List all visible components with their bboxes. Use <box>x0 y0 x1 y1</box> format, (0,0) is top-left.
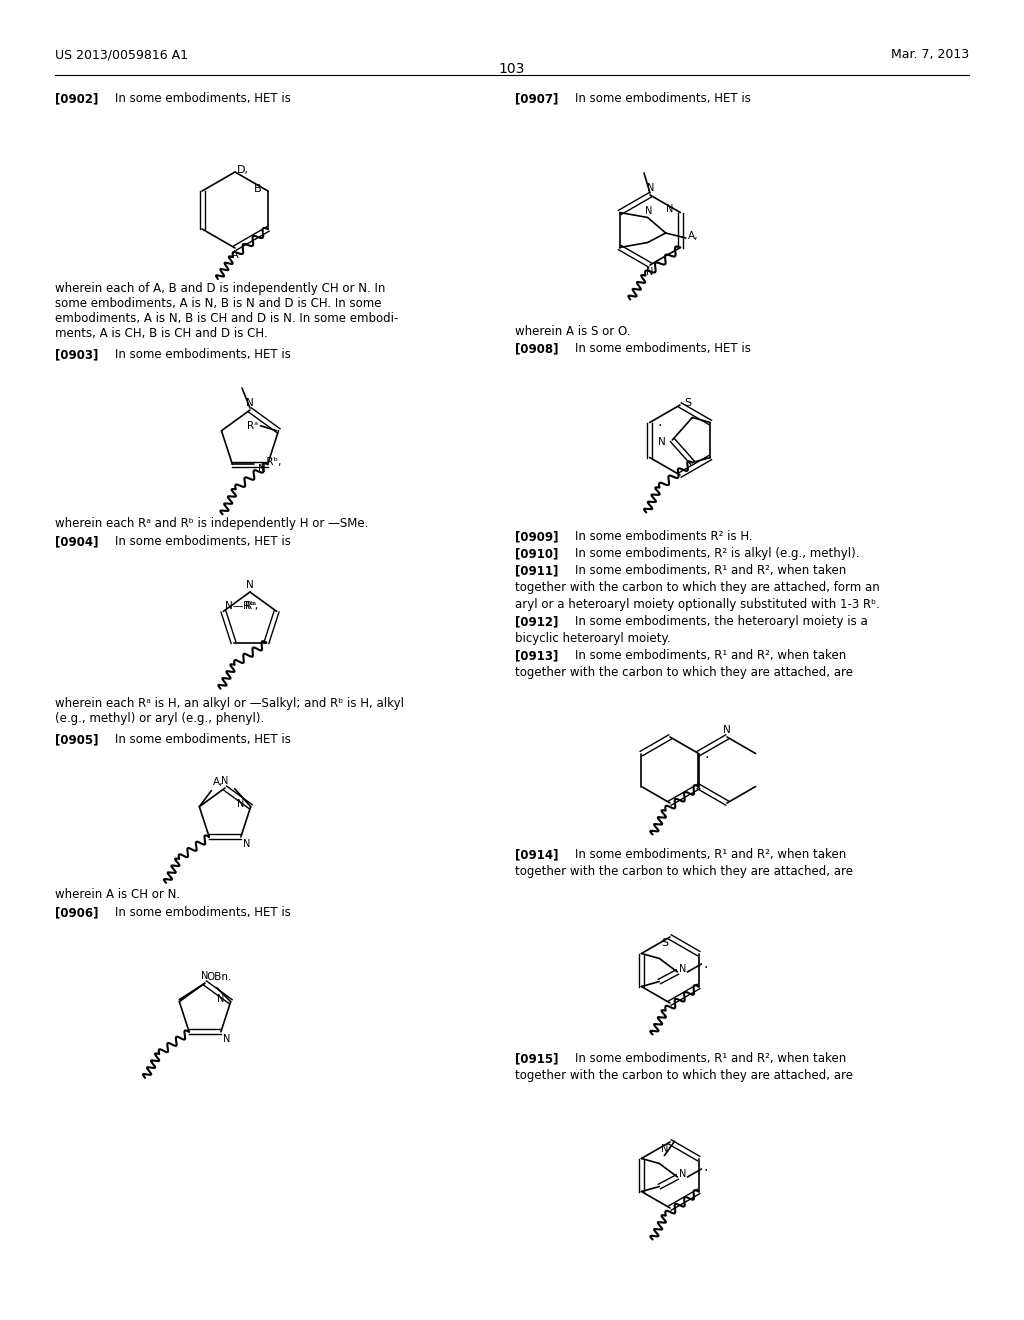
Text: [0903]: [0903] <box>55 348 98 360</box>
Text: wherein A is S or O.: wherein A is S or O. <box>515 325 631 338</box>
Text: [0913]: [0913] <box>515 649 558 663</box>
Text: 103: 103 <box>499 62 525 77</box>
Text: N: N <box>258 465 265 474</box>
Text: S: S <box>662 939 669 949</box>
Text: together with the carbon to which they are attached, are: together with the carbon to which they a… <box>515 865 853 878</box>
Text: N: N <box>201 972 208 981</box>
Text: N: N <box>647 183 654 193</box>
Text: together with the carbon to which they are attached, are: together with the carbon to which they a… <box>515 1069 853 1082</box>
Text: N—Rᵇ,: N—Rᵇ, <box>225 602 258 611</box>
Text: In some embodiments, HET is: In some embodiments, HET is <box>115 348 291 360</box>
Text: Rᵃ: Rᵃ <box>247 421 258 430</box>
Text: In some embodiments, R¹ and R², when taken: In some embodiments, R¹ and R², when tak… <box>575 564 846 577</box>
Text: US 2013/0059816 A1: US 2013/0059816 A1 <box>55 48 188 61</box>
Text: wherein each of A, B and D is independently CH or N. In: wherein each of A, B and D is independen… <box>55 282 385 294</box>
Text: N: N <box>679 964 687 974</box>
Text: N: N <box>645 206 652 215</box>
Text: S: S <box>684 397 691 408</box>
Text: In some embodiments, the heteroaryl moiety is a: In some embodiments, the heteroaryl moie… <box>575 615 867 628</box>
Text: N: N <box>221 776 228 785</box>
Text: .: . <box>705 747 709 760</box>
Text: N: N <box>246 579 254 590</box>
Text: Mar. 7, 2013: Mar. 7, 2013 <box>891 48 969 61</box>
Text: N: N <box>662 1143 669 1154</box>
Text: N: N <box>217 994 224 1003</box>
Text: N: N <box>646 267 653 277</box>
Text: embodiments, A is N, B is CH and D is N. In some embodi-: embodiments, A is N, B is CH and D is N.… <box>55 312 398 325</box>
Text: [0904]: [0904] <box>55 535 98 548</box>
Text: [0906]: [0906] <box>55 906 98 919</box>
Text: A,: A, <box>688 231 698 242</box>
Text: [0902]: [0902] <box>55 92 98 106</box>
Text: In some embodiments, R² is alkyl (e.g., methyl).: In some embodiments, R² is alkyl (e.g., … <box>575 546 859 560</box>
Text: OBn.: OBn. <box>206 972 231 982</box>
Text: A: A <box>231 249 239 260</box>
Text: In some embodiments, HET is: In some embodiments, HET is <box>575 342 751 355</box>
Text: together with the carbon to which they are attached, form an: together with the carbon to which they a… <box>515 581 880 594</box>
Text: In some embodiments, R¹ and R², when taken: In some embodiments, R¹ and R², when tak… <box>575 649 846 663</box>
Text: In some embodiments, HET is: In some embodiments, HET is <box>115 733 291 746</box>
Text: [0910]: [0910] <box>515 546 558 560</box>
Text: Rᵃ: Rᵃ <box>245 602 256 611</box>
Text: N: N <box>658 437 666 447</box>
Text: aryl or a heteroaryl moiety optionally substituted with 1-3 Rᵇ.: aryl or a heteroaryl moiety optionally s… <box>515 598 880 611</box>
Text: N: N <box>679 1170 687 1179</box>
Text: .: . <box>703 957 708 972</box>
Text: [0907]: [0907] <box>515 92 558 106</box>
Text: (e.g., methyl) or aryl (e.g., phenyl).: (e.g., methyl) or aryl (e.g., phenyl). <box>55 711 264 725</box>
Text: —Rᵇ,: —Rᵇ, <box>256 457 282 467</box>
Text: [0905]: [0905] <box>55 733 98 746</box>
Text: In some embodiments R² is H.: In some embodiments R² is H. <box>575 531 753 543</box>
Text: In some embodiments, R¹ and R², when taken: In some embodiments, R¹ and R², when tak… <box>575 1052 846 1065</box>
Text: B: B <box>254 183 261 194</box>
Text: some embodiments, A is N, B is N and D is CH. In some: some embodiments, A is N, B is N and D i… <box>55 297 382 310</box>
Text: N: N <box>243 838 250 849</box>
Text: D,: D, <box>237 165 249 176</box>
Text: In some embodiments, R¹ and R², when taken: In some embodiments, R¹ and R², when tak… <box>575 847 846 861</box>
Text: N: N <box>667 205 674 214</box>
Text: bicyclic heteroaryl moiety.: bicyclic heteroaryl moiety. <box>515 632 671 645</box>
Text: wherein each Rᵃ is H, an alkyl or —Salkyl; and Rᵇ is H, alkyl: wherein each Rᵃ is H, an alkyl or —Salky… <box>55 697 404 710</box>
Text: In some embodiments, HET is: In some embodiments, HET is <box>575 92 751 106</box>
Text: [0909]: [0909] <box>515 531 558 543</box>
Text: A,: A, <box>213 776 224 787</box>
Text: N: N <box>723 725 731 735</box>
Text: N: N <box>223 1034 230 1044</box>
Text: wherein A is CH or N.: wherein A is CH or N. <box>55 888 180 902</box>
Text: In some embodiments, HET is: In some embodiments, HET is <box>115 906 291 919</box>
Text: [0915]: [0915] <box>515 1052 558 1065</box>
Text: In some embodiments, HET is: In some embodiments, HET is <box>115 92 291 106</box>
Text: ments, A is CH, B is CH and D is CH.: ments, A is CH, B is CH and D is CH. <box>55 327 267 341</box>
Text: [0908]: [0908] <box>515 342 558 355</box>
Text: In some embodiments, HET is: In some embodiments, HET is <box>115 535 291 548</box>
Text: .: . <box>657 416 663 429</box>
Text: N: N <box>246 399 254 408</box>
Text: [0912]: [0912] <box>515 615 558 628</box>
Text: .: . <box>703 1160 708 1173</box>
Text: together with the carbon to which they are attached, are: together with the carbon to which they a… <box>515 667 853 678</box>
Text: [0911]: [0911] <box>515 564 558 577</box>
Text: N: N <box>237 799 244 809</box>
Text: [0914]: [0914] <box>515 847 558 861</box>
Text: wherein each Rᵃ and Rᵇ is independently H or —SMe.: wherein each Rᵃ and Rᵇ is independently … <box>55 517 369 531</box>
